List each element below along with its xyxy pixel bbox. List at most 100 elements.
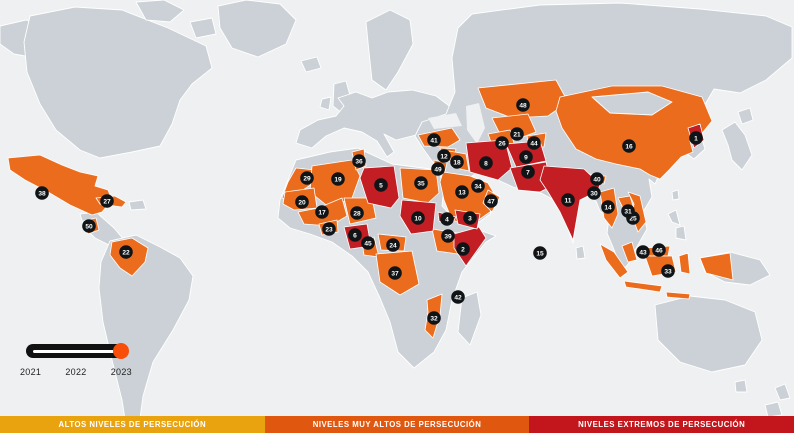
country-china[interactable] [555,85,713,180]
year-slider-knob[interactable] [113,343,129,359]
svg-text:43: 43 [639,249,647,256]
rank-marker-egipto[interactable]: 35 [414,176,428,190]
svg-text:23: 23 [325,226,333,233]
rank-marker-oman[interactable]: 47 [484,194,498,208]
rank-marker-rd-del-congo[interactable]: 37 [388,266,402,280]
country-indonesia-sulawesi[interactable] [678,252,691,275]
svg-text:3: 3 [468,215,472,222]
black-sea [428,113,462,129]
land-philippines-2 [675,225,687,241]
svg-text:21: 21 [513,131,521,138]
rank-marker-tunez[interactable]: 36 [352,154,366,168]
rank-marker-iran[interactable]: 8 [479,156,493,170]
rank-marker-corea-del-norte[interactable]: 1 [689,131,703,145]
svg-text:37: 37 [391,270,399,277]
svg-text:16: 16 [625,143,633,150]
rank-marker-sudan[interactable]: 10 [411,211,425,225]
rank-marker-myanmar[interactable]: 14 [601,200,615,214]
rank-marker-catar[interactable]: 34 [471,179,485,193]
rank-marker-afganistan[interactable]: 9 [519,150,533,164]
land-north-america [23,6,213,159]
rank-marker-eritrea[interactable]: 4 [440,212,454,226]
rank-marker-butan[interactable]: 40 [590,172,604,186]
rank-marker-comoras[interactable]: 42 [451,290,465,304]
svg-text:4: 4 [445,216,449,223]
rank-marker-china[interactable]: 16 [622,139,636,153]
land-new-zealand-south [764,401,783,418]
rank-marker-uzbekistan[interactable]: 21 [510,127,524,141]
svg-text:6: 6 [353,232,357,239]
rank-marker-turkmenistan[interactable]: 26 [495,136,509,150]
rank-marker-argelia[interactable]: 19 [331,172,345,186]
rank-marker-indonesia[interactable]: 33 [661,264,675,278]
rank-marker-republica-centroafricana[interactable]: 24 [386,238,400,252]
rank-marker-mozambique[interactable]: 32 [427,311,441,325]
land-arctic-islands [135,0,185,23]
svg-text:40: 40 [593,176,601,183]
rank-marker-kazajistan[interactable]: 48 [516,98,530,112]
rank-marker-banglades[interactable]: 30 [587,186,601,200]
land-new-zealand [774,383,791,401]
svg-text:34: 34 [474,183,482,190]
year-slider-scale: 2021 2022 2023 [20,367,132,377]
country-indonesia-sumatra[interactable] [599,243,629,279]
rank-marker-maldivas[interactable]: 15 [533,246,547,260]
svg-text:49: 49 [434,166,442,173]
land-mongolia [591,91,673,116]
rank-marker-irak[interactable]: 18 [450,155,464,169]
rank-marker-siria[interactable]: 12 [437,149,451,163]
year-slider[interactable]: 2021 2022 2023 [20,343,132,377]
rank-marker-colombia[interactable]: 22 [119,245,133,259]
rank-marker-mali[interactable]: 17 [315,205,329,219]
rank-marker-arabia-saudita[interactable]: 13 [455,185,469,199]
rank-marker-burkina-faso[interactable]: 23 [322,222,336,236]
legend-segment-altos: ALTOS NIVELES DE PERSECUCIÓN [0,416,265,433]
rank-marker-pakistan[interactable]: 7 [521,165,535,179]
rank-marker-layer: 1234567891011121314151617181920212223242… [35,98,703,325]
year-slider-track[interactable] [26,343,129,359]
rank-marker-mauritania[interactable]: 20 [295,195,309,209]
country-vietnam[interactable] [627,191,647,233]
rank-marker-niger[interactable]: 28 [350,206,364,220]
rank-marker-brunei[interactable]: 46 [652,243,666,257]
rank-marker-malasia[interactable]: 43 [636,245,650,259]
rank-marker-nicaragua[interactable]: 50 [82,219,96,233]
rank-marker-india[interactable]: 11 [561,193,575,207]
country-indonesia-java[interactable] [623,280,663,293]
rank-marker-camerun[interactable]: 45 [361,236,375,250]
rank-marker-marruecos[interactable]: 29 [300,171,314,185]
rank-marker-nigeria[interactable]: 6 [348,228,362,242]
svg-text:45: 45 [364,240,372,247]
svg-text:36: 36 [355,158,363,165]
legend-label-altos: ALTOS NIVELES DE PERSECUCIÓN [58,420,207,429]
year-label-2022[interactable]: 2022 [65,367,87,377]
year-label-2023[interactable]: 2023 [110,367,132,377]
rank-marker-jordania[interactable]: 49 [431,162,445,176]
land-taiwan [671,189,680,201]
country-indonesia-lesser-sunda[interactable] [665,291,691,300]
rank-marker-etiopia[interactable]: 39 [441,229,455,243]
rank-marker-somalia[interactable]: 2 [456,242,470,256]
svg-text:8: 8 [484,160,488,167]
land-tasmania [734,379,748,393]
country-mexico[interactable] [7,154,113,216]
rank-marker-turquia[interactable]: 41 [427,133,441,147]
country-indonesia-papua[interactable] [699,252,734,281]
caspian-sea [466,103,485,144]
rank-marker-tayikistan[interactable]: 44 [527,136,541,150]
rank-marker-laos[interactable]: 31 [621,204,635,218]
persecution-level-legend: ALTOS NIVELES DE PERSECUCIÓN NIVELES MUY… [0,416,794,433]
rank-marker-libia[interactable]: 5 [374,178,388,192]
land-hokkaido [737,107,754,125]
rank-marker-cuba[interactable]: 27 [100,194,114,208]
year-label-2021[interactable]: 2021 [20,367,42,377]
rank-marker-yemen[interactable]: 3 [463,211,477,225]
land-japan [721,121,753,171]
svg-text:50: 50 [85,223,93,230]
svg-text:41: 41 [430,137,438,144]
country-malaysia-peninsula[interactable] [621,241,638,263]
svg-text:27: 27 [103,198,111,205]
rank-marker-mexico[interactable]: 38 [35,186,49,200]
land-sri-lanka [575,245,586,260]
